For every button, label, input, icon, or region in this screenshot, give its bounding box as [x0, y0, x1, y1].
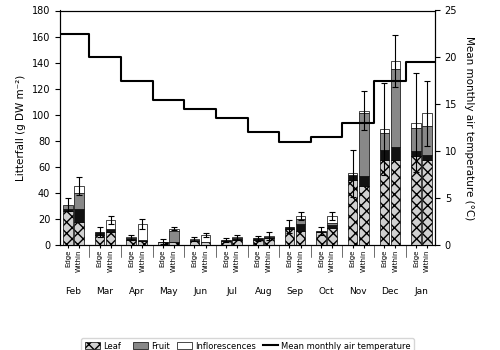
Bar	[264, 236, 274, 237]
Bar	[348, 180, 358, 245]
Bar	[126, 238, 136, 240]
Bar	[316, 232, 326, 245]
Bar	[138, 240, 147, 241]
Bar	[158, 243, 168, 245]
Bar	[106, 229, 116, 232]
Legend: Leaf, Wood, Fruit, Inflorescences, Mean monthly air temperature: Leaf, Wood, Fruit, Inflorescences, Mean …	[81, 338, 414, 350]
Bar	[190, 241, 199, 245]
Bar	[222, 240, 231, 241]
Bar	[63, 211, 72, 245]
Bar	[158, 242, 168, 243]
Bar	[106, 232, 116, 245]
Bar	[296, 231, 306, 245]
Bar	[264, 237, 274, 238]
Bar	[63, 205, 72, 209]
Bar	[63, 209, 72, 211]
Bar	[169, 242, 178, 243]
Text: Sep: Sep	[286, 287, 304, 296]
Bar	[390, 69, 400, 147]
Bar	[390, 61, 400, 69]
Bar	[380, 133, 389, 150]
Text: Oct: Oct	[319, 287, 334, 296]
Bar	[232, 237, 242, 238]
Bar	[201, 242, 210, 243]
Bar	[74, 209, 84, 222]
Bar	[169, 231, 178, 242]
Bar	[190, 240, 199, 241]
Text: Dec: Dec	[381, 287, 398, 296]
Bar	[348, 173, 358, 175]
Bar	[232, 240, 242, 245]
Bar	[169, 229, 178, 231]
Bar	[296, 224, 306, 231]
Text: Mar: Mar	[96, 287, 114, 296]
Bar	[348, 175, 358, 180]
Bar	[412, 122, 421, 128]
Bar	[328, 216, 337, 223]
Bar	[359, 113, 368, 176]
Bar	[232, 238, 242, 240]
Bar	[138, 241, 147, 245]
Bar	[422, 126, 432, 155]
Bar	[201, 243, 210, 245]
Bar	[201, 235, 210, 242]
Bar	[169, 243, 178, 245]
Bar	[422, 160, 432, 245]
Bar	[380, 129, 389, 133]
Bar	[380, 160, 389, 245]
Bar	[359, 111, 368, 113]
Text: Aug: Aug	[254, 287, 272, 296]
Bar	[380, 150, 389, 160]
Bar	[359, 186, 368, 245]
Bar	[359, 176, 368, 186]
Bar	[422, 155, 432, 160]
Bar	[316, 231, 326, 232]
Bar	[390, 147, 400, 160]
Y-axis label: Litterfall (g DW m⁻²): Litterfall (g DW m⁻²)	[16, 75, 26, 181]
Bar	[412, 156, 421, 245]
Text: Apr: Apr	[129, 287, 144, 296]
Text: Feb: Feb	[66, 287, 82, 296]
Text: Nov: Nov	[350, 287, 367, 296]
Bar	[253, 238, 262, 240]
Bar	[296, 219, 306, 224]
Text: Jul: Jul	[226, 287, 237, 296]
Bar	[284, 229, 294, 245]
Bar	[74, 222, 84, 245]
Bar	[412, 128, 421, 151]
Bar	[95, 234, 104, 245]
Text: Jan: Jan	[414, 287, 428, 296]
Bar	[328, 225, 337, 228]
Bar	[284, 227, 294, 229]
Bar	[222, 241, 231, 245]
Bar	[74, 193, 84, 209]
Bar	[126, 237, 136, 238]
Bar	[328, 223, 337, 225]
Bar	[126, 240, 136, 245]
Bar	[328, 228, 337, 245]
Bar	[106, 220, 116, 229]
Bar	[95, 232, 104, 234]
Bar	[390, 160, 400, 245]
Bar	[296, 216, 306, 219]
Bar	[422, 113, 432, 126]
Bar	[264, 238, 274, 245]
Bar	[253, 240, 262, 245]
Text: Jun: Jun	[193, 287, 207, 296]
Bar	[74, 186, 84, 193]
Bar	[138, 224, 147, 240]
Bar	[412, 151, 421, 156]
Y-axis label: Mean monthly air temperature (°C): Mean monthly air temperature (°C)	[464, 36, 474, 220]
Text: May: May	[159, 287, 178, 296]
Bar	[190, 239, 199, 240]
